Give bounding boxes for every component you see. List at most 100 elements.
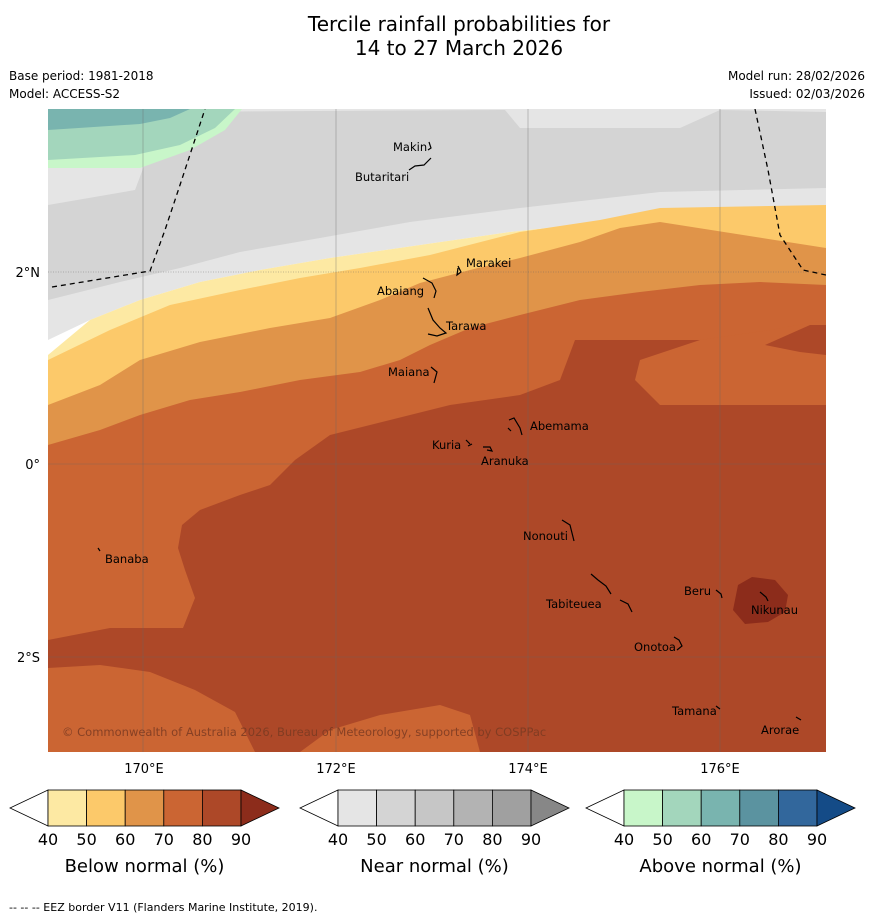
island-label-butaritari: Butaritari [355, 170, 409, 184]
island-label-tamana: Tamana [671, 704, 717, 718]
island-label-nikunau: Nikunau [751, 603, 798, 617]
near-colorbar-segment [453, 789, 493, 827]
island-label-arorae: Arorae [761, 723, 799, 737]
near-colorbar-segment [414, 789, 455, 827]
near-colorbar-over-triangle [530, 789, 570, 827]
below-colorbar-tick-label: 80 [192, 830, 212, 849]
island-label-nonouti: Nonouti [523, 529, 568, 543]
above-colorbar-under-triangle [585, 789, 625, 827]
near-colorbar-segment [491, 789, 532, 827]
island-label-makin: Makin [393, 140, 427, 154]
island-label-onotoa: Onotoa [634, 640, 676, 654]
island-labels: Makin Butaritari Marakei Abaiang Tarawa … [105, 140, 799, 737]
island-label-banaba: Banaba [105, 552, 149, 566]
island-onotoa [673, 636, 683, 651]
island-makin [427, 141, 432, 151]
lat-label-2s: 2°S [17, 651, 40, 666]
near-colorbar-tick-label: 60 [405, 830, 425, 849]
lon-label-174e: 174°E [508, 762, 548, 777]
issued-date: Issued: 02/03/2026 [749, 87, 865, 101]
island-arorae [795, 716, 802, 721]
below-colorbar-tick-label: 50 [76, 830, 96, 849]
near-colorbar-tick-label: 70 [444, 830, 464, 849]
below-colorbar-title: Below normal (%) [65, 856, 225, 877]
island-tarawa [427, 307, 448, 337]
below-colorbar-segment [124, 789, 165, 827]
near-colorbar-title: Near normal (%) [360, 856, 509, 877]
island-tabiteuea [590, 573, 633, 613]
island-label-abemama: Abemama [530, 419, 589, 433]
above-colorbar-segment [623, 789, 663, 827]
island-nikunau [759, 591, 769, 602]
near-colorbar-tick-label: 40 [328, 830, 348, 849]
above-colorbar-tick-label: 70 [730, 830, 750, 849]
island-label-maiana: Maiana [388, 365, 430, 379]
island-maiana [430, 366, 438, 384]
near-colorbar-segment [337, 789, 377, 827]
above-colorbar-tick-label: 90 [807, 830, 827, 849]
island-abaiang [422, 277, 437, 299]
island-label-beru: Beru [684, 584, 711, 598]
island-aranuka [483, 446, 494, 452]
lat-label-2n: 2°N [16, 266, 41, 281]
above-colorbar-title: Above normal (%) [639, 856, 801, 877]
below-normal-90-pocket-nikunau [733, 577, 788, 624]
below-colorbar-segment [163, 789, 203, 827]
island-label-kuria: Kuria [432, 438, 461, 452]
near-colorbar-tick-label: 50 [366, 830, 386, 849]
below-colorbar-under-triangle [9, 789, 49, 827]
below-colorbar-segment [86, 789, 126, 827]
title-line-2: 14 to 27 March 2026 [354, 36, 564, 60]
near-colorbar-tick-label: 90 [521, 830, 541, 849]
below-colorbar-tick-label: 90 [231, 830, 251, 849]
above-colorbar-tick-label: 50 [652, 830, 672, 849]
above-colorbar-segment [739, 789, 779, 827]
island-label-marakei: Marakei [466, 256, 511, 270]
model-run: Model run: 28/02/2026 [727, 69, 865, 83]
below-colorbar-over-triangle [240, 789, 280, 827]
eez-border-east [754, 109, 826, 276]
model-name: Model: ACCESS-S2 [9, 87, 121, 101]
near-colorbar-segment [376, 789, 416, 827]
colorbar-legends: 40 50 60 70 80 90 Below normal (%) 40 50 60 70 80 90… [9, 789, 856, 877]
island-label-tarawa: Tarawa [445, 319, 486, 333]
island-label-abaiang: Abaiang [377, 284, 424, 298]
island-tamana [715, 705, 721, 710]
above-colorbar-segment [778, 789, 818, 827]
island-kuria [465, 439, 473, 447]
above-colorbar-segment [700, 789, 741, 827]
below-colorbar-tick-label: 70 [154, 830, 174, 849]
above-colorbar-tick-label: 60 [691, 830, 711, 849]
below-colorbar-segment [201, 789, 242, 827]
near-normal-50-60-region [48, 110, 826, 300]
below-normal-80-90-region [48, 340, 826, 752]
island-marakei [456, 265, 462, 277]
above-colorbar-segment [662, 789, 702, 827]
island-banaba [97, 547, 101, 552]
eez-footnote: -- -- -- EEZ border V11 (Flanders Marine… [9, 901, 318, 914]
below-normal-70-80-pocket-bottom [300, 705, 480, 752]
lon-label-172e: 172°E [316, 762, 356, 777]
island-label-aranuka: Aranuka [481, 454, 529, 468]
lat-label-0: 0° [25, 458, 40, 473]
below-colorbar-segment [47, 789, 87, 827]
near-colorbar-under-triangle [299, 789, 339, 827]
map-panel [48, 109, 826, 752]
title-line-1: Tercile rainfall probabilities for [307, 12, 611, 36]
above-colorbar-tick-label: 40 [614, 830, 634, 849]
island-outlines [97, 141, 802, 721]
lon-label-176e: 176°E [700, 762, 740, 777]
below-normal-70-80-pocket-south [48, 665, 255, 752]
below-normal-80-90-pocket-east [765, 325, 826, 355]
lon-label-170e: 170°E [124, 762, 164, 777]
island-beru [715, 589, 723, 599]
copyright-notice: © Commonwealth of Australia 2026, Bureau… [62, 725, 546, 739]
island-abemama [507, 417, 523, 436]
island-butaritari [408, 157, 432, 171]
base-period: Base period: 1981-2018 [9, 69, 154, 83]
below-colorbar-tick-label: 40 [38, 830, 58, 849]
eez-border-west [51, 109, 206, 288]
near-colorbar-tick-label: 80 [482, 830, 502, 849]
above-colorbar-tick-label: 80 [768, 830, 788, 849]
